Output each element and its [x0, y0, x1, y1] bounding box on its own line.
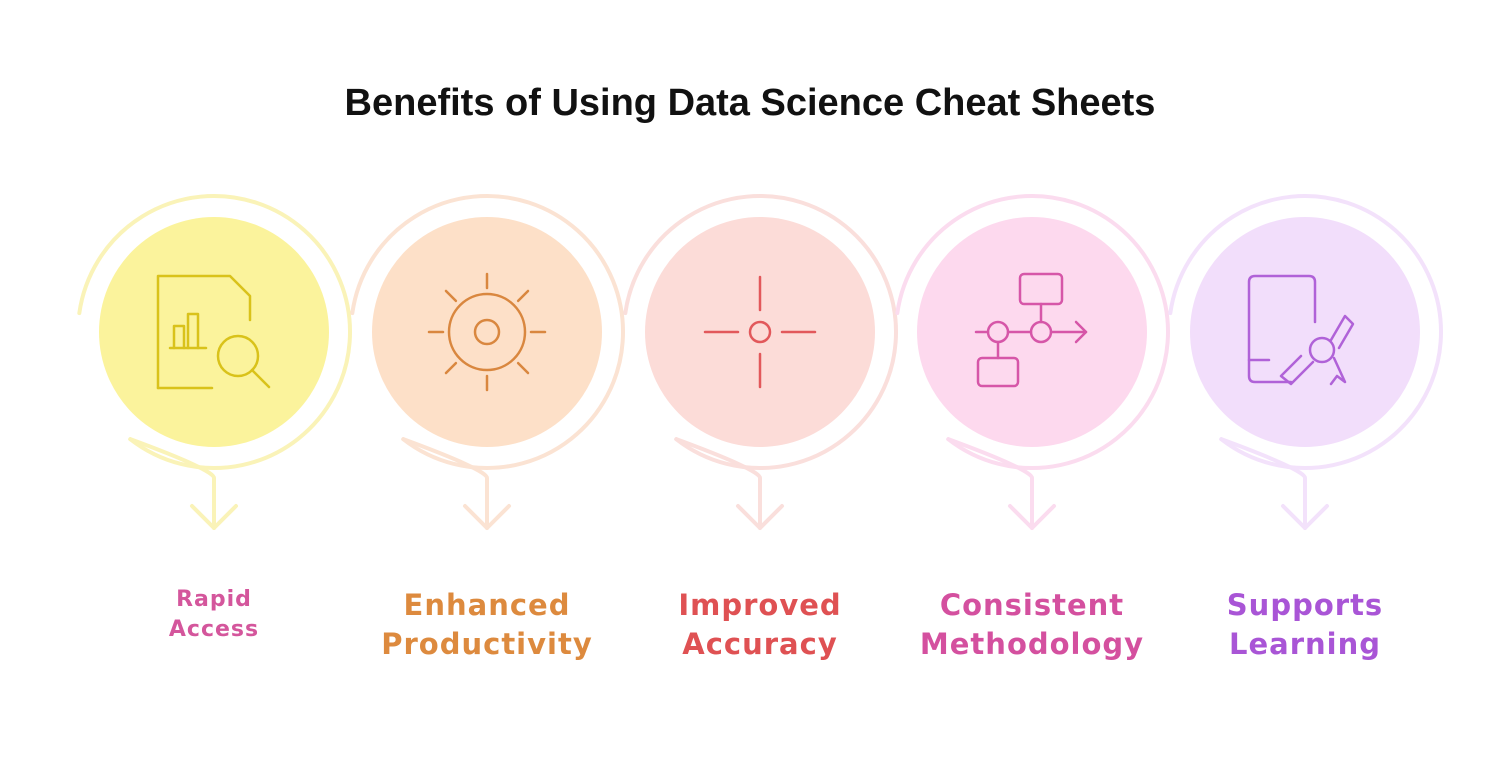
- enhanced-productivity-connector: [401, 437, 489, 530]
- step-rapid-access: [77, 194, 352, 530]
- flowchart-icon: [974, 272, 1088, 388]
- rapid-access-label-line: Access: [168, 617, 260, 642]
- certificate-icon: [1247, 274, 1355, 386]
- sun-gear-icon: [427, 272, 547, 392]
- improved-accuracy-circle: [645, 217, 875, 447]
- consistent-methodology-label-line: Methodology: [919, 627, 1145, 661]
- enhanced-productivity-label-line: Enhanced: [403, 588, 571, 622]
- rapid-access-ring: [77, 194, 352, 470]
- supports-learning-label: Supports Learning: [1175, 586, 1435, 664]
- improved-accuracy-ring: [623, 194, 898, 470]
- supports-learning-circle: [1190, 217, 1420, 447]
- supports-learning-label-line: Supports: [1226, 588, 1384, 622]
- enhanced-productivity-ring: [350, 194, 625, 470]
- enhanced-productivity-label-line: Productivity: [381, 627, 593, 661]
- improved-accuracy-label: Improved Accuracy: [630, 586, 890, 664]
- supports-learning-label-line: Learning: [1228, 627, 1381, 661]
- rapid-access-label-line: Rapid: [176, 587, 252, 612]
- rapid-access-label: Rapid Access: [84, 585, 344, 645]
- arrow-down-icon: [1008, 504, 1056, 530]
- step-consistent-methodology: [895, 194, 1170, 530]
- rapid-access-circle: [99, 217, 329, 447]
- arrow-down-icon: [736, 504, 784, 530]
- step-improved-accuracy: [623, 194, 898, 530]
- improved-accuracy-label-line: Improved: [678, 588, 842, 622]
- enhanced-productivity-label: Enhanced Productivity: [357, 586, 617, 664]
- consistent-methodology-ring: [895, 194, 1170, 470]
- supports-learning-ring: [1168, 194, 1443, 470]
- consistent-methodology-connector: [946, 437, 1034, 530]
- arrow-down-icon: [1281, 504, 1329, 530]
- diagram-title: Benefits of Using Data Science Cheat She…: [344, 82, 1156, 124]
- supports-learning-connector: [1219, 437, 1307, 530]
- step-supports-learning: [1168, 194, 1443, 530]
- arrow-down-icon: [463, 504, 511, 530]
- improved-accuracy-connector: [674, 437, 762, 530]
- enhanced-productivity-circle: [372, 217, 602, 447]
- consistent-methodology-label-line: Consistent: [939, 588, 1125, 622]
- consistent-methodology-label: Consistent Methodology: [902, 586, 1162, 664]
- document-search-icon: [156, 274, 271, 390]
- improved-accuracy-label-line: Accuracy: [682, 627, 838, 661]
- rapid-access-connector: [128, 437, 216, 530]
- step-enhanced-productivity: [350, 194, 625, 530]
- crosshair-icon: [703, 275, 817, 389]
- arrow-down-icon: [190, 504, 238, 530]
